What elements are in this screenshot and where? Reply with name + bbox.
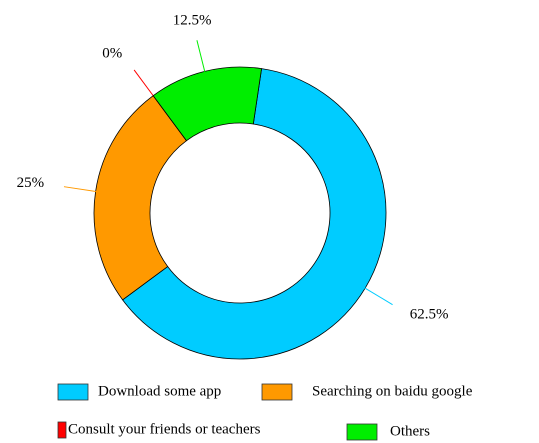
leader-line <box>63 186 98 193</box>
leader-line <box>363 286 393 306</box>
leader-line <box>196 40 206 74</box>
legend-label: Searching on baidu google <box>312 383 473 399</box>
legend-label: Download some app <box>98 383 221 399</box>
data-label: 12.5% <box>173 12 212 28</box>
donut-segment <box>122 68 387 360</box>
legend-swatch <box>346 423 378 441</box>
data-label: 0% <box>102 45 122 61</box>
legend-swatch <box>57 383 89 401</box>
legend-label: Others <box>390 423 430 439</box>
donut-segment <box>93 95 188 301</box>
leader-line <box>133 69 155 98</box>
legend-swatch <box>261 383 293 401</box>
legend-swatch <box>57 421 67 439</box>
donut-segment <box>152 66 263 142</box>
legend-label: Consult your friends or teachers <box>68 421 261 437</box>
data-label: 62.5% <box>410 306 449 322</box>
data-label: 25% <box>17 175 45 191</box>
